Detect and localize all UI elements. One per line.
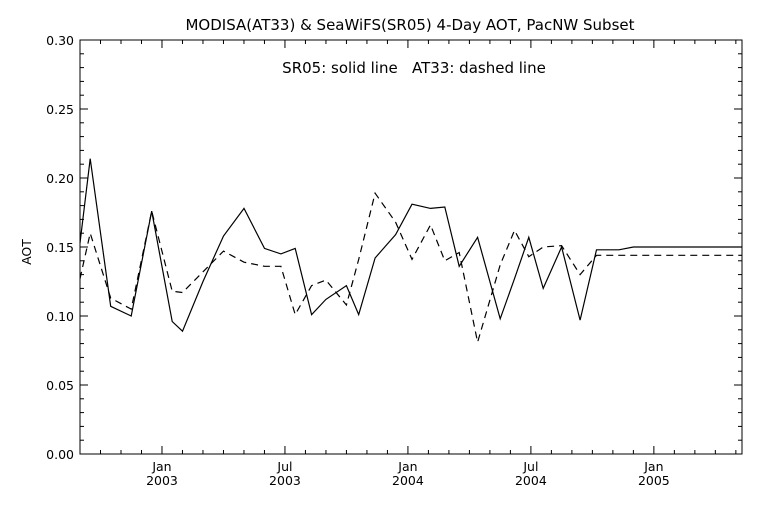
series-line-sr05 <box>79 158 742 333</box>
x-tick-label-month: Jan <box>643 459 663 474</box>
chart-title: MODISA(AT33) & SeaWiFS(SR05) 4-Day AOT, … <box>185 16 634 34</box>
x-tick-label-year: 2003 <box>146 473 178 488</box>
y-axis-label: AOT <box>19 239 34 265</box>
x-tick-label-month: Jan <box>397 459 417 474</box>
x-tick-label-year: 2003 <box>269 473 301 488</box>
x-tick-label-month: Jan <box>151 459 171 474</box>
y-tick-label: 0.25 <box>46 102 74 117</box>
y-tick-label: 0.20 <box>46 171 74 186</box>
y-tick-label: 0.10 <box>46 309 74 324</box>
series-lines <box>79 158 742 343</box>
series-line-at33 <box>79 191 742 343</box>
x-tick-label-year: 2004 <box>392 473 424 488</box>
y-axis-ticks: 0.00 0.05 0.10 0.15 0.20 0.25 0.30 <box>46 33 742 462</box>
y-tick-label: 0.05 <box>46 378 74 393</box>
line-style-annotation: SR05: solid line AT33: dashed line <box>282 59 546 77</box>
x-tick-label-year: 2005 <box>638 473 670 488</box>
y-tick-label: 0.15 <box>46 240 74 255</box>
x-tick-label-year: 2004 <box>515 473 547 488</box>
y-tick-label: 0.00 <box>46 447 74 462</box>
x-tick-label-month: Jul <box>276 459 292 474</box>
x-tick-label-month: Jul <box>522 459 538 474</box>
y-tick-label: 0.30 <box>46 33 74 48</box>
